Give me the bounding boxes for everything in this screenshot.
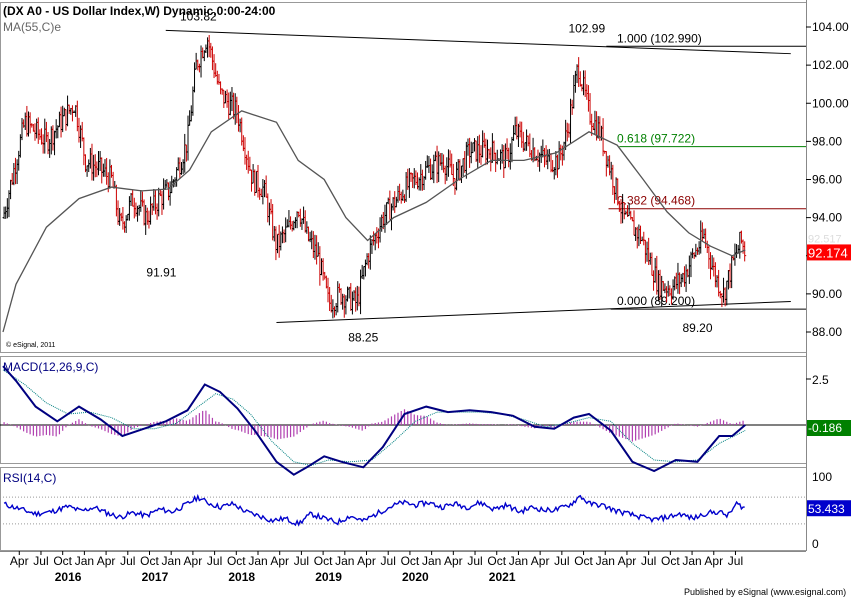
fib-level-label: 0.000 (89.200) bbox=[617, 294, 695, 308]
month-label: Apr bbox=[618, 554, 637, 568]
trendline bbox=[276, 301, 791, 323]
rsi-line bbox=[3, 493, 745, 527]
year-label: 2018 bbox=[228, 570, 255, 584]
last-price-hidden-label: 92.517 bbox=[808, 233, 842, 245]
month-label: Apr bbox=[704, 554, 723, 568]
month-label: Jan bbox=[248, 554, 267, 568]
fibonacci-levels: 1.000 (102.990) 0.618 (97.722) 0.382 (94.4… bbox=[606, 31, 806, 310]
month-label: Jan bbox=[682, 554, 701, 568]
macd-pane: MACD(12,26,9,C) 2.5 -0.186 bbox=[0, 360, 851, 476]
published-note: Published by eSignal (www.esignal.com) bbox=[684, 587, 846, 597]
month-label: Oct bbox=[314, 554, 333, 568]
price-annotation: 88.25 bbox=[348, 331, 378, 345]
fib-level-label: 0.382 (94.468) bbox=[617, 194, 695, 208]
macd-signal-line bbox=[2, 369, 746, 467]
month-label: Jan bbox=[596, 554, 615, 568]
month-label: Jan bbox=[422, 554, 441, 568]
price-tick-label: 94.00 bbox=[812, 211, 842, 225]
month-label: Jan bbox=[509, 554, 528, 568]
price-annotation: 102.99 bbox=[568, 22, 605, 36]
rsi-tick-label: 100 bbox=[812, 470, 832, 484]
copyright-note: © eSignal, 2011 bbox=[6, 341, 56, 349]
rsi-title: RSI(14,C) bbox=[3, 471, 56, 485]
month-label: Jul bbox=[120, 554, 135, 568]
price-tick-label: 102.00 bbox=[812, 58, 849, 72]
price-tick-label: 90.00 bbox=[812, 287, 842, 301]
price-bars bbox=[2, 35, 747, 319]
trendline bbox=[165, 29, 791, 55]
month-label: Oct bbox=[53, 554, 72, 568]
month-label: Jul bbox=[33, 554, 48, 568]
month-label: Apr bbox=[270, 554, 289, 568]
macd-tick-label: 2.5 bbox=[812, 373, 829, 387]
macd-line bbox=[2, 365, 746, 476]
ma-55-line bbox=[2, 110, 746, 333]
macd-last-badge bbox=[807, 420, 851, 436]
month-label: Apr bbox=[531, 554, 550, 568]
rsi-pane-frame bbox=[0, 467, 807, 551]
month-label: Jul bbox=[207, 554, 222, 568]
macd-last-label: -0.186 bbox=[808, 421, 842, 435]
fib-level-label: 1.000 (102.990) bbox=[617, 31, 702, 45]
year-label: 2020 bbox=[402, 570, 429, 584]
month-label: Jan bbox=[75, 554, 94, 568]
month-label: Oct bbox=[140, 554, 159, 568]
last-price-badge bbox=[807, 244, 851, 261]
price-tick-label: 98.00 bbox=[812, 134, 842, 148]
rsi-pane: RSI(14,C) 100 0 53.433 bbox=[0, 470, 851, 551]
month-label: Apr bbox=[97, 554, 116, 568]
moving-average bbox=[2, 110, 746, 333]
year-label: 2017 bbox=[142, 570, 169, 584]
month-label: Apr bbox=[184, 554, 203, 568]
month-label: Apr bbox=[10, 554, 29, 568]
fib-level-label: 0.618 (97.722) bbox=[617, 132, 695, 146]
year-label: 2021 bbox=[489, 570, 516, 584]
month-label: Jul bbox=[554, 554, 569, 568]
rsi-last-badge bbox=[807, 500, 851, 517]
pane-frames bbox=[0, 0, 807, 552]
rsi-tick-label: 0 bbox=[812, 537, 819, 551]
month-label: Oct bbox=[661, 554, 680, 568]
month-label: Jan bbox=[162, 554, 181, 568]
macd-pane-frame bbox=[0, 356, 807, 464]
month-label: Jul bbox=[641, 554, 656, 568]
price-tick-label: 96.00 bbox=[812, 173, 842, 187]
price-annotation: 91.91 bbox=[146, 266, 176, 280]
price-tick-label: 88.00 bbox=[812, 325, 842, 339]
year-label: 2019 bbox=[315, 570, 342, 584]
price-annotation: 103.82 bbox=[180, 9, 217, 23]
month-label: Jan bbox=[335, 554, 354, 568]
month-label: Oct bbox=[487, 554, 506, 568]
month-label: Apr bbox=[444, 554, 463, 568]
macd-title: MACD(12,26,9,C) bbox=[3, 360, 98, 374]
month-label: Jul bbox=[467, 554, 482, 568]
month-label: Oct bbox=[227, 554, 246, 568]
price-tick-label: 100.00 bbox=[812, 96, 849, 110]
chart-title: (DX A0 - US Dollar Index,W) Dynamic,0:00… bbox=[3, 4, 276, 18]
price-annotation: 89.20 bbox=[682, 321, 712, 335]
month-label: Apr bbox=[357, 554, 376, 568]
month-label: Jul bbox=[294, 554, 309, 568]
price-tick-label: 104.00 bbox=[812, 20, 849, 34]
last-price-label: 92.174 bbox=[808, 245, 848, 260]
month-label: Oct bbox=[401, 554, 420, 568]
ma-legend: MA(55,C)e bbox=[3, 20, 61, 34]
month-label: Oct bbox=[574, 554, 593, 568]
rsi-last-label: 53.433 bbox=[808, 502, 845, 516]
year-label: 2016 bbox=[55, 570, 82, 584]
month-label: Jul bbox=[728, 554, 743, 568]
month-label: Jul bbox=[381, 554, 396, 568]
trendlines bbox=[165, 29, 791, 323]
